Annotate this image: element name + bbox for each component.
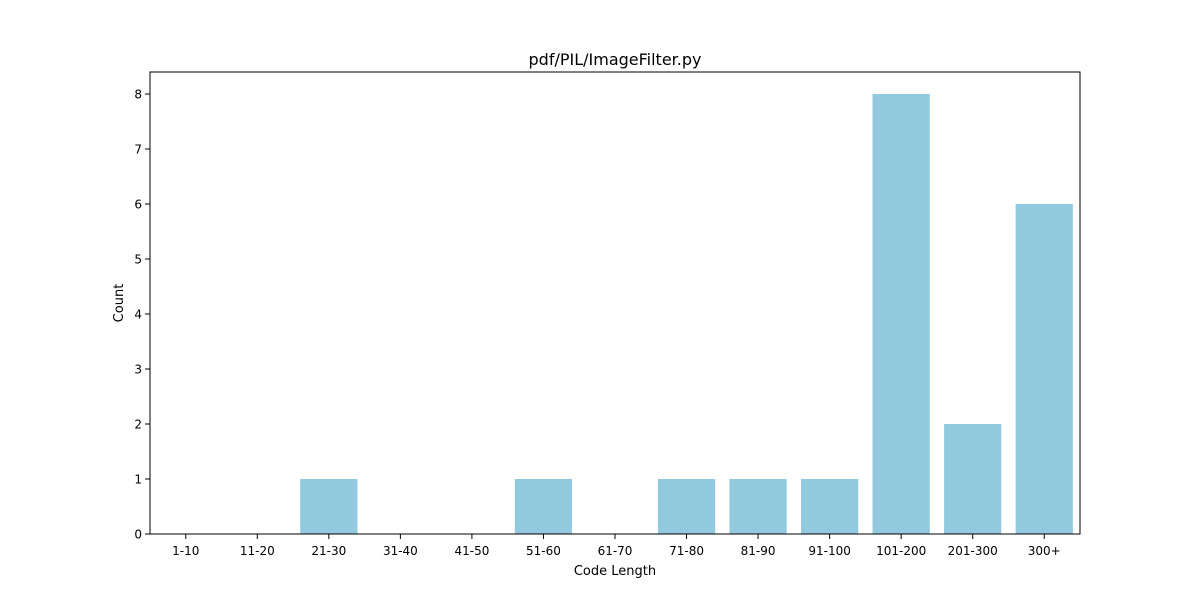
x-tick-label: 91-100: [808, 544, 851, 558]
bar-71-80: [657, 479, 716, 534]
bar-101-200: [872, 94, 930, 534]
plot-frame: [149, 71, 1081, 535]
y-axis-label: Count: [112, 284, 127, 323]
y-tick-label: 2: [134, 418, 142, 432]
x-tick-label: 81-90: [741, 544, 776, 558]
chart-title: pdf/PIL/ImageFilter.py: [529, 50, 702, 69]
y-tick-label: 4: [134, 308, 142, 322]
x-axis-label: Code Length: [574, 564, 656, 579]
y-axis: 0 1 2 3 4 5 6 7 8: [134, 88, 150, 542]
bars-group: [300, 94, 1073, 534]
x-tick-label: 101-200: [876, 544, 926, 558]
bar-51-60: [514, 479, 573, 534]
x-tick-label: 71-80: [669, 544, 704, 558]
y-tick-label: 6: [134, 198, 142, 212]
x-tick-label: 21-30: [311, 544, 346, 558]
y-tick-label: 1: [134, 473, 142, 487]
x-tick-label: 31-40: [383, 544, 418, 558]
x-tick-label: 1-10: [172, 544, 199, 558]
bar-300+: [1015, 204, 1073, 534]
bar-81-90: [729, 479, 787, 534]
x-tick-label: 11-20: [240, 544, 275, 558]
x-tick-label: 201-300: [948, 544, 998, 558]
x-tick-label: 61-70: [598, 544, 633, 558]
x-axis: 1-10 11-20 21-30 31-40 41-50 51-60 61-70 71-80 8…: [172, 534, 1061, 558]
bar-201-300: [944, 424, 1002, 534]
y-tick-label: 0: [134, 528, 142, 542]
x-tick-label: 51-60: [526, 544, 561, 558]
y-tick-label: 7: [134, 143, 142, 157]
x-tick-label: 41-50: [454, 544, 489, 558]
bar-21-30: [300, 479, 358, 534]
x-tick-label: 300+: [1028, 544, 1061, 558]
bar-91-100: [801, 479, 859, 534]
y-tick-label: 8: [134, 88, 142, 102]
y-tick-label: 3: [134, 363, 142, 377]
y-tick-label: 5: [134, 253, 142, 267]
